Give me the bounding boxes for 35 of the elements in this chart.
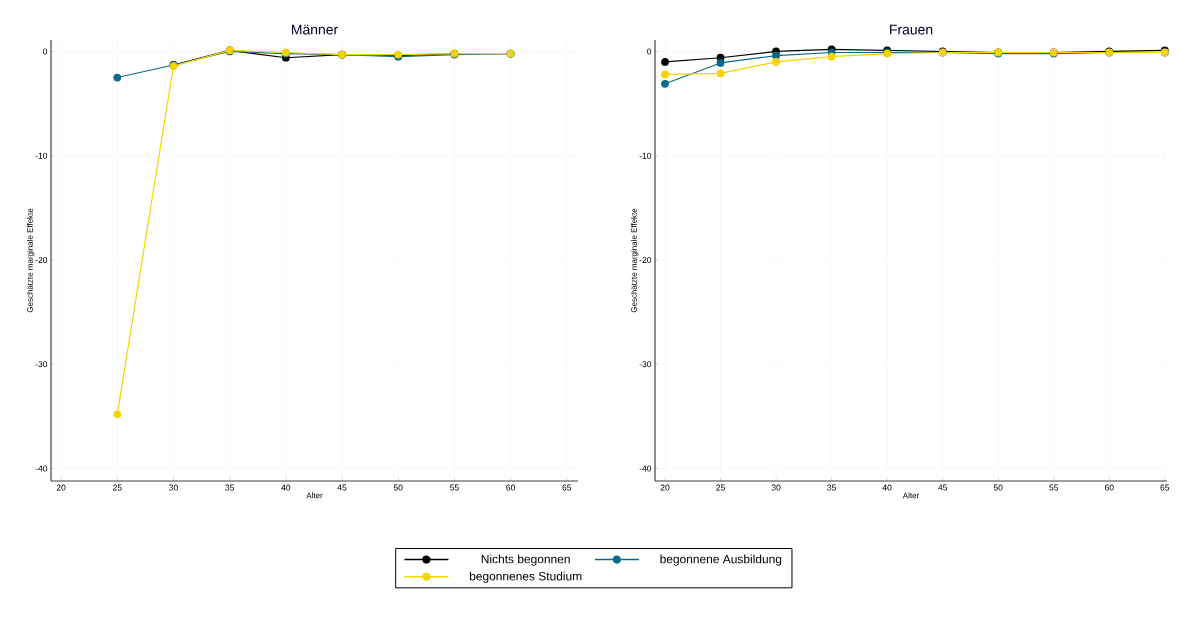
x-tick-label: 45 [337, 484, 347, 491]
y-tick-label: -40 [639, 465, 652, 472]
legend-label: begonnene Ausbildung [660, 554, 782, 566]
chart-title: Frauen [890, 24, 933, 35]
x-tick-label: 20 [56, 484, 66, 491]
y-tick-label: 0 [647, 48, 652, 55]
x-tick-label: 45 [938, 484, 948, 491]
x-tick-label: 50 [393, 484, 403, 491]
x-tick-label: 55 [450, 484, 459, 491]
x-tick-label: 25 [716, 484, 725, 491]
x-tick-label: 40 [882, 484, 892, 491]
x-tick-label: 30 [771, 484, 781, 491]
y-tick-label: -10 [35, 152, 48, 159]
y-tick-label: -20 [35, 256, 48, 263]
x-tick-label: 30 [169, 484, 178, 491]
x-tick-label: 20 [660, 484, 670, 491]
y-tick-label: -30 [35, 361, 48, 368]
y-tick-label: -20 [639, 256, 652, 263]
x-tick-label: 35 [225, 484, 235, 491]
x-tick-label: 35 [827, 484, 836, 491]
chart-title: Männer [292, 24, 338, 35]
x-tick-label: 60 [1104, 484, 1114, 491]
x-tick-label: 25 [113, 484, 122, 491]
x-tick-label: 60 [506, 484, 515, 491]
x-tick-label: 65 [562, 484, 572, 491]
y-tick-label: -10 [639, 152, 652, 159]
text: Nichts begonnen [481, 554, 570, 566]
x-tick-label: 50 [993, 484, 1003, 491]
x-tick-label: 55 [1049, 484, 1059, 491]
y-tick-label: 0 [43, 48, 48, 55]
x-tick-label: 65 [1160, 484, 1170, 491]
x-tick-label: 40 [281, 484, 291, 491]
y-tick-label: -30 [639, 361, 652, 368]
y-tick-label: -40 [35, 465, 48, 472]
legend-label: begonnenes Studium [469, 571, 582, 583]
